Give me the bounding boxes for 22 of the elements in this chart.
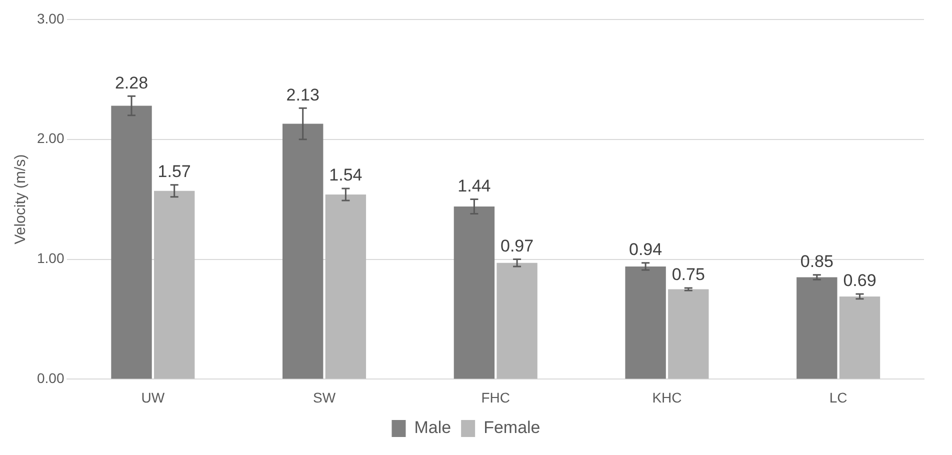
y-axis-title: Velocity (m/s) xyxy=(12,154,30,244)
data-label: 2.13 xyxy=(286,85,320,104)
data-label: 0.94 xyxy=(629,240,662,260)
data-label: 0.85 xyxy=(800,252,834,272)
y-tick-label: 1.00 xyxy=(37,250,64,266)
x-tick-label: FHC xyxy=(481,389,510,406)
legend-label: Male xyxy=(414,418,452,438)
data-label: 0.69 xyxy=(843,271,876,290)
y-tick-label: 3.00 xyxy=(37,10,64,26)
y-tick-label: 0.00 xyxy=(37,370,64,386)
data-label: 1.44 xyxy=(458,176,491,196)
data-label: 1.54 xyxy=(329,166,362,185)
x-tick-label: UW xyxy=(141,389,166,406)
x-tick-label: KHC xyxy=(652,389,682,406)
legend-label: Female xyxy=(484,418,540,438)
data-label: 2.28 xyxy=(114,73,148,92)
x-tick-label: LC xyxy=(829,389,848,406)
x-tick-label: SW xyxy=(312,389,336,406)
data-label: 0.97 xyxy=(500,236,534,256)
data-label: 0.75 xyxy=(672,265,705,284)
data-label: 1.57 xyxy=(158,162,191,182)
y-tick-label: 2.00 xyxy=(37,130,64,146)
